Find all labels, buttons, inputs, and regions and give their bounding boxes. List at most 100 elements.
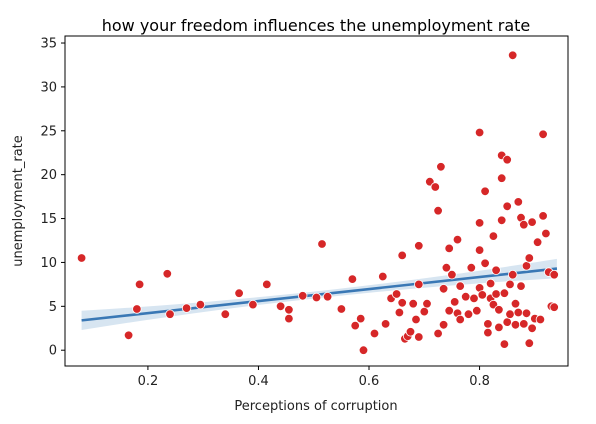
scatter-point bbox=[262, 279, 272, 290]
scatter-point bbox=[477, 290, 488, 300]
scatter-point bbox=[234, 288, 244, 298]
scatter-point bbox=[452, 234, 463, 245]
scatter-point bbox=[438, 320, 449, 330]
scatter-point bbox=[414, 279, 424, 290]
scatter-point bbox=[516, 281, 526, 291]
scatter-point bbox=[284, 305, 294, 315]
scatter-point bbox=[433, 205, 443, 216]
scatter-point bbox=[248, 299, 258, 310]
scatter-point bbox=[455, 281, 465, 291]
scatter-points-layer bbox=[76, 50, 559, 355]
scatter-point bbox=[419, 306, 430, 317]
scatter-point bbox=[132, 304, 142, 314]
scatter-point bbox=[510, 299, 521, 309]
scatter-point bbox=[549, 270, 559, 280]
scatter-point bbox=[494, 322, 504, 333]
scatter-point bbox=[508, 50, 518, 61]
scatter-point bbox=[275, 301, 286, 312]
scatter-point bbox=[358, 345, 369, 355]
scatter-point bbox=[391, 289, 402, 299]
scatter-point bbox=[491, 265, 501, 276]
y-tick-label: 5 bbox=[49, 300, 57, 315]
scatter-point bbox=[162, 269, 173, 279]
scatter-point bbox=[535, 314, 546, 325]
scatter-point bbox=[394, 307, 405, 318]
scatter-point bbox=[165, 309, 175, 319]
scatter-point bbox=[347, 274, 358, 284]
scatter-point bbox=[408, 299, 418, 309]
y-tick-label: 35 bbox=[40, 37, 57, 52]
scatter-point bbox=[538, 129, 548, 140]
scatter-point bbox=[444, 306, 454, 316]
scatter-point bbox=[378, 271, 388, 282]
scatter-point bbox=[497, 173, 507, 183]
scatter-point bbox=[322, 292, 333, 302]
scatter-point bbox=[441, 263, 452, 273]
scatter-point bbox=[76, 253, 87, 263]
y-tick-label: 30 bbox=[40, 80, 57, 95]
scatter-point bbox=[311, 292, 322, 303]
scatter-point bbox=[521, 261, 532, 271]
scatter-point bbox=[414, 332, 424, 342]
scatter-point bbox=[317, 239, 327, 249]
y-tick-label: 25 bbox=[40, 124, 57, 139]
scatter-point bbox=[455, 314, 465, 325]
scatter-point bbox=[463, 309, 474, 319]
y-tick-label: 10 bbox=[40, 256, 57, 271]
scatter-point bbox=[513, 197, 524, 207]
scatter-point bbox=[350, 320, 360, 331]
y-axis-label: unemployment_rate bbox=[11, 135, 26, 267]
scatter-point bbox=[480, 186, 490, 197]
scatter-point bbox=[414, 241, 424, 251]
scatter-point bbox=[488, 231, 499, 241]
scatter-point bbox=[513, 307, 524, 318]
scatter-point bbox=[519, 219, 529, 230]
scatter-point bbox=[284, 313, 294, 324]
scatter-point bbox=[380, 319, 391, 329]
scatter-point bbox=[123, 330, 134, 341]
scatter-point bbox=[510, 320, 521, 330]
scatter-point bbox=[369, 328, 380, 339]
scatter-point bbox=[499, 339, 510, 349]
scatter-point bbox=[524, 338, 535, 348]
scatter-point bbox=[469, 293, 479, 304]
scatter-point bbox=[502, 201, 512, 212]
x-tick-label: 0.4 bbox=[248, 374, 269, 389]
scatter-point bbox=[356, 313, 366, 324]
scatter-point bbox=[444, 243, 454, 254]
y-tick-label: 15 bbox=[40, 212, 57, 227]
scatter-point bbox=[483, 327, 493, 338]
scatter-point bbox=[433, 328, 443, 339]
scatter-point bbox=[436, 162, 446, 172]
scatter-point bbox=[505, 309, 515, 319]
x-axis-ticks: 0.2 0.4 0.6 0.8 bbox=[138, 366, 490, 389]
scatter-point bbox=[438, 284, 449, 294]
scatter-point bbox=[524, 253, 535, 263]
scatter-point bbox=[527, 323, 537, 334]
scatter-point bbox=[134, 279, 145, 290]
scatter-point bbox=[508, 270, 518, 280]
scatter-point bbox=[397, 250, 407, 261]
scatter-point bbox=[527, 217, 537, 227]
scatter-point bbox=[336, 304, 347, 314]
scatter-point bbox=[541, 228, 551, 239]
scatter-point bbox=[497, 215, 507, 226]
plot-frame bbox=[64, 35, 569, 367]
scatter-point bbox=[532, 237, 543, 247]
scatter-point bbox=[181, 303, 192, 313]
scatter-point bbox=[480, 258, 490, 269]
scatter-point bbox=[430, 182, 441, 192]
scatter-point bbox=[538, 211, 548, 221]
scatter-point bbox=[405, 327, 416, 337]
scatter-point bbox=[485, 278, 496, 289]
x-tick-label: 0.8 bbox=[469, 374, 490, 389]
scatter-point bbox=[397, 298, 407, 308]
scatter-point bbox=[549, 302, 559, 312]
scatter-point bbox=[411, 314, 421, 325]
scatter-point bbox=[494, 305, 504, 315]
x-tick-label: 0.6 bbox=[359, 374, 380, 389]
y-tick-label: 0 bbox=[49, 344, 57, 359]
scatter-point bbox=[502, 154, 512, 165]
